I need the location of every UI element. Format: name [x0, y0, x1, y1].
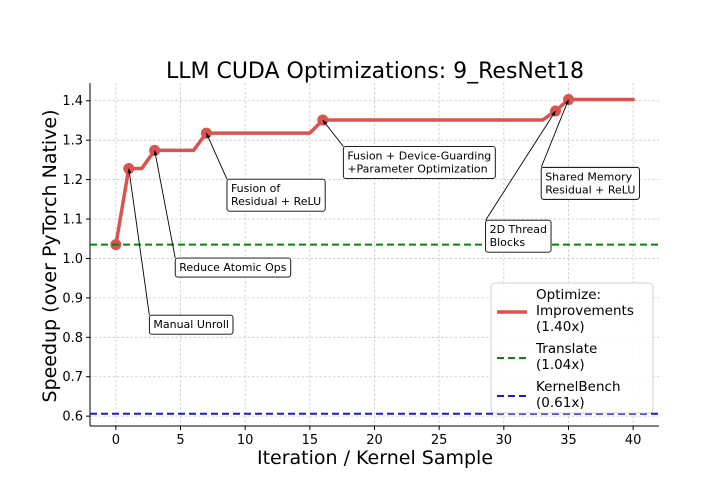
x-tick-label: 15: [302, 433, 319, 448]
legend: Optimize: Improvements (1.40x) Translate (1.…: [490, 282, 654, 414]
y-tick-label: 0.7: [62, 370, 83, 385]
annotation-box: [342, 146, 496, 179]
chart-title: LLM CUDA Optimizations: 9_ResNet18: [166, 59, 584, 84]
x-tick-label: 25: [431, 433, 448, 448]
x-tick-label: 10: [237, 433, 254, 448]
annotation-arrowhead: [206, 133, 211, 139]
annotation-arrow: [154, 150, 176, 259]
y-tick-label: 0.6: [62, 410, 83, 425]
legend-label: KernelBench (0.61x): [536, 379, 621, 411]
annotation-arrowhead: [127, 168, 132, 174]
annotation-box: [540, 166, 640, 200]
annotations: Manual Unroll Reduce Atomic Ops Fusion of R…: [127, 99, 640, 335]
annotation-label: 2D Thread Blocks: [490, 223, 547, 249]
annotation: Fusion of Residual + ReLU: [205, 132, 326, 212]
x-tick-label: 5: [176, 433, 184, 448]
annotation-box: [174, 257, 292, 278]
y-tick-label: 0.9: [62, 291, 83, 306]
legend-label: Optimize: Improvements (1.40x): [536, 287, 634, 335]
y-tick-label: 1.4: [62, 94, 83, 109]
annotation-arrow: [485, 110, 556, 221]
annotation-box: [148, 314, 234, 335]
annotation-arrow: [205, 132, 228, 180]
annotation-box: [226, 178, 326, 212]
y-tick-label: 1.2: [62, 173, 83, 188]
annotation-label: Fusion + Device-Guarding +Parameter Optim…: [347, 149, 491, 175]
y-tick-label: 0.8: [62, 331, 83, 346]
annotation-arrow: [322, 119, 344, 147]
x-axis-label: Iteration / Kernel Sample: [257, 447, 493, 469]
annotation-arrowhead: [322, 120, 328, 125]
annotation-arrow: [540, 99, 569, 168]
annotation-label: Shared Memory Residual + ReLU: [545, 170, 635, 196]
annotation: 2D Thread Blocks: [485, 110, 556, 253]
annotation-label: Fusion of Residual + ReLU: [231, 182, 321, 208]
annotation: Fusion + Device-Guarding +Parameter Optim…: [322, 119, 496, 179]
annotation-arrowhead: [551, 110, 556, 116]
annotation-arrowhead: [153, 150, 158, 156]
y-tick-label: 1.1: [62, 213, 83, 228]
ticks: 0 5 10 15 20 25 30 35 40 0.6 0.7 0.8 0.9 1.0 1.1 1.2 1.3…: [62, 94, 641, 448]
legend-box: [490, 282, 654, 414]
annotation-label: Manual Unroll: [153, 318, 229, 331]
x-tick-label: 0: [112, 433, 120, 448]
series-line: [114, 97, 635, 247]
annotation-label: Reduce Atomic Ops: [179, 261, 287, 274]
legend-label: Translate (1.04x): [535, 341, 597, 373]
annotation-arrowhead: [564, 99, 569, 105]
annotation-box: [485, 219, 552, 253]
y-tick-label: 1.0: [62, 252, 83, 267]
x-tick-label: 35: [560, 433, 577, 448]
annotation: Reduce Atomic Ops: [153, 150, 292, 278]
annotation: Shared Memory Residual + ReLU: [540, 99, 640, 200]
x-tick-label: 30: [496, 433, 513, 448]
x-tick-label: 20: [366, 433, 383, 448]
x-tick-label: 40: [625, 433, 642, 448]
y-axis-label: Speedup (over PyTorch Native): [39, 109, 61, 402]
y-tick-label: 1.3: [62, 134, 83, 149]
annotation-arrow: [128, 168, 150, 316]
annotation: Manual Unroll: [127, 168, 234, 335]
